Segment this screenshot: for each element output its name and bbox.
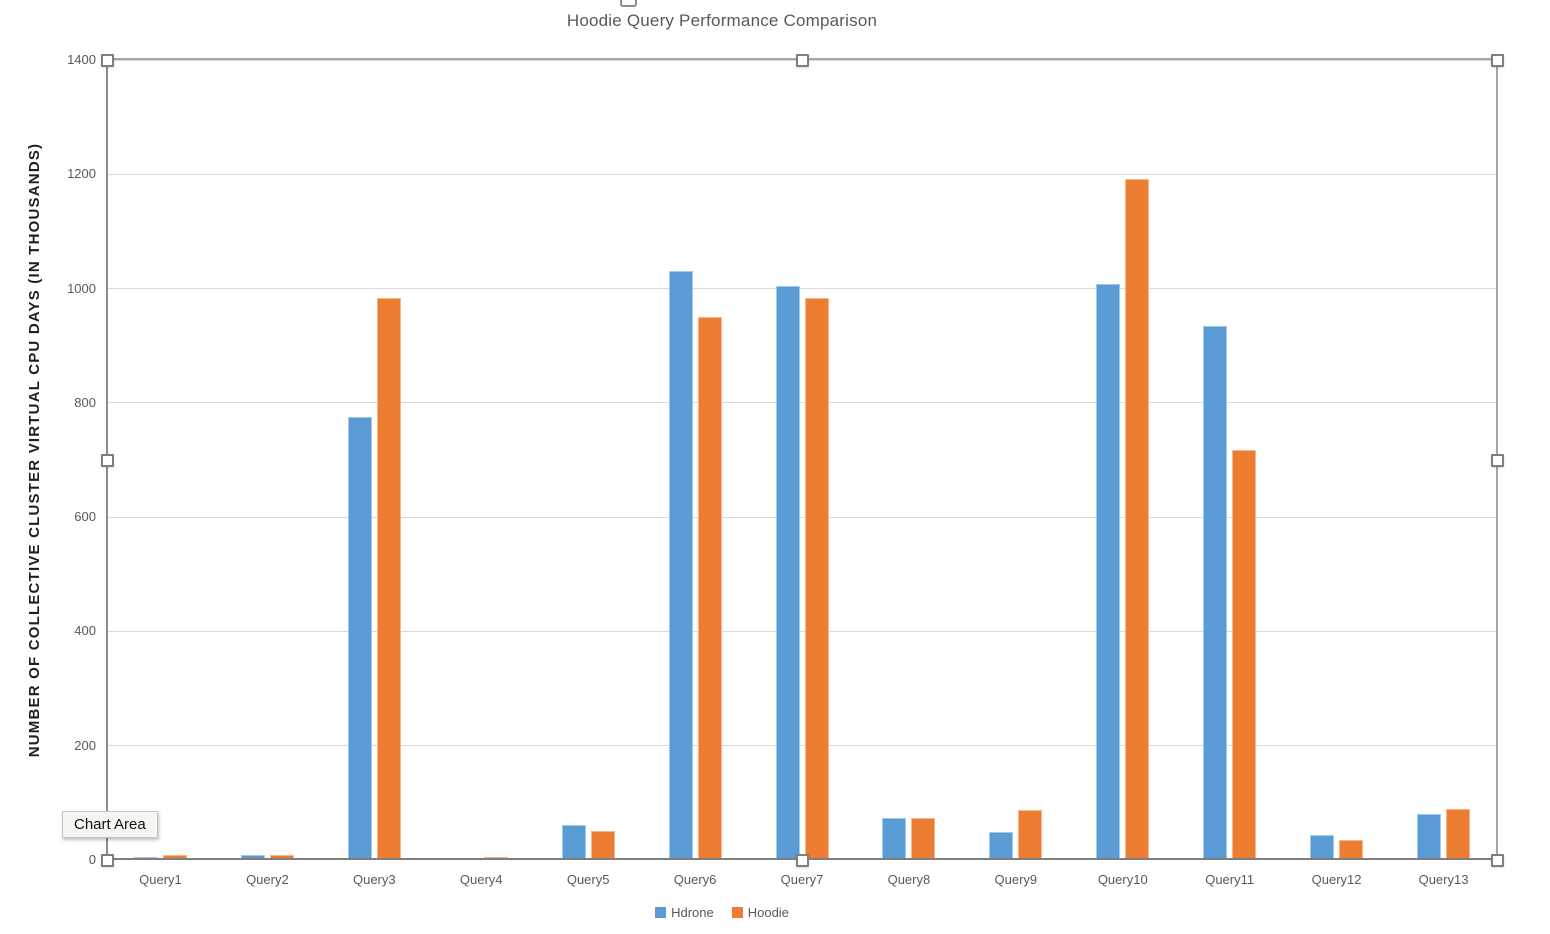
y-tick-label: 600 bbox=[74, 509, 96, 525]
x-axis-label-query7: Query7 bbox=[780, 872, 824, 887]
bar-hoodie-query13[interactable] bbox=[1446, 808, 1471, 860]
x-axis-label-query5: Query5 bbox=[566, 872, 610, 887]
gridline bbox=[107, 173, 1497, 175]
bar-hdrone-query12[interactable] bbox=[1310, 835, 1335, 860]
x-axis-label-query11: Query11 bbox=[1205, 872, 1255, 887]
y-tick-label: 1200 bbox=[67, 166, 96, 182]
x-axis-label-query2: Query2 bbox=[246, 872, 289, 887]
bar-hdrone-query11[interactable] bbox=[1203, 325, 1228, 860]
gridline bbox=[107, 630, 1497, 632]
gridline bbox=[107, 745, 1497, 747]
x-axis-label-query10: Query10 bbox=[1097, 872, 1148, 887]
x-axis-label-query9: Query9 bbox=[994, 872, 1038, 887]
bar-hdrone-query3[interactable] bbox=[347, 416, 372, 860]
legend-label: Hoodie bbox=[747, 904, 789, 920]
y-tick-label: 1000 bbox=[67, 280, 96, 296]
y-tick-label: 1400 bbox=[67, 52, 96, 67]
gridline bbox=[107, 402, 1497, 404]
bar-hoodie-query10[interactable] bbox=[1125, 178, 1150, 860]
handle-mid-right[interactable] bbox=[1490, 453, 1504, 467]
bar-hoodie-query1[interactable] bbox=[162, 854, 187, 860]
y-tick-label: 0 bbox=[88, 852, 96, 867]
x-axis-label-query8: Query8 bbox=[887, 872, 931, 887]
chart-area-tooltip: Chart Area bbox=[62, 811, 158, 838]
y-tick-label: 400 bbox=[74, 623, 96, 639]
bar-hdrone-query6[interactable] bbox=[668, 271, 693, 860]
bar-hoodie-query12[interactable] bbox=[1339, 840, 1364, 860]
x-axis-label-query13: Query13 bbox=[1418, 872, 1469, 887]
y-tick-label: 800 bbox=[74, 394, 96, 410]
bar-hoodie-query8[interactable] bbox=[911, 817, 936, 860]
x-axis-label-query12: Query12 bbox=[1311, 872, 1362, 887]
chart-title[interactable]: Hoodie Query Performance Comparison bbox=[566, 11, 878, 30]
legend-label: Hdrone bbox=[671, 904, 714, 920]
chart-area-tooltip-label: Chart Area bbox=[74, 816, 146, 833]
handle-mid-left[interactable] bbox=[100, 453, 114, 467]
handle-top-right[interactable] bbox=[1490, 53, 1504, 67]
legend-item-hoodie[interactable]: Hoodie bbox=[731, 904, 789, 920]
gridline bbox=[107, 516, 1497, 518]
bar-hoodie-query11[interactable] bbox=[1232, 450, 1257, 860]
x-axis-label-query4: Query4 bbox=[459, 872, 503, 887]
x-axis-label-query3: Query3 bbox=[352, 872, 396, 887]
handle-bottom-right[interactable] bbox=[1490, 853, 1504, 867]
bar-hdrone-query7[interactable] bbox=[775, 286, 800, 860]
x-axis-label-query6: Query6 bbox=[673, 872, 717, 887]
bar-hoodie-query9[interactable] bbox=[1018, 810, 1043, 860]
legend-item-hdrone[interactable]: Hdrone bbox=[655, 905, 714, 920]
legend-swatch-hoodie bbox=[731, 906, 743, 918]
bar-hoodie-query3[interactable] bbox=[376, 297, 401, 860]
bar-hdrone-query13[interactable] bbox=[1417, 813, 1442, 860]
handle-top-left[interactable] bbox=[100, 53, 114, 67]
legend-swatch-hdrone bbox=[655, 906, 667, 918]
handle-top-center[interactable] bbox=[795, 53, 809, 67]
bar-hdrone-query2[interactable] bbox=[240, 854, 265, 860]
handle-bottom-center[interactable] bbox=[795, 853, 809, 867]
bar-hdrone-query8[interactable] bbox=[882, 818, 907, 860]
bar-hdrone-query9[interactable] bbox=[989, 832, 1014, 860]
bar-hdrone-query10[interactable] bbox=[1096, 284, 1121, 860]
chart-object-top-handle[interactable] bbox=[620, 0, 637, 7]
x-axis-label-query1: Query1 bbox=[139, 872, 182, 887]
legend: Hdrone Hoodie bbox=[0, 903, 1444, 921]
bar-hdrone-query5[interactable] bbox=[561, 824, 586, 860]
bar-hoodie-query6[interactable] bbox=[697, 317, 722, 860]
bar-hoodie-query7[interactable] bbox=[804, 297, 829, 860]
bar-hoodie-query2[interactable] bbox=[269, 854, 294, 860]
handle-bottom-left[interactable] bbox=[100, 853, 114, 867]
y-axis-title[interactable]: NUMBER OF COLLECTIVE CLUSTER VIRTUAL CPU… bbox=[26, 142, 43, 758]
gridline bbox=[107, 288, 1497, 290]
bar-hoodie-query5[interactable] bbox=[590, 831, 615, 860]
y-tick-label: 200 bbox=[74, 737, 96, 753]
